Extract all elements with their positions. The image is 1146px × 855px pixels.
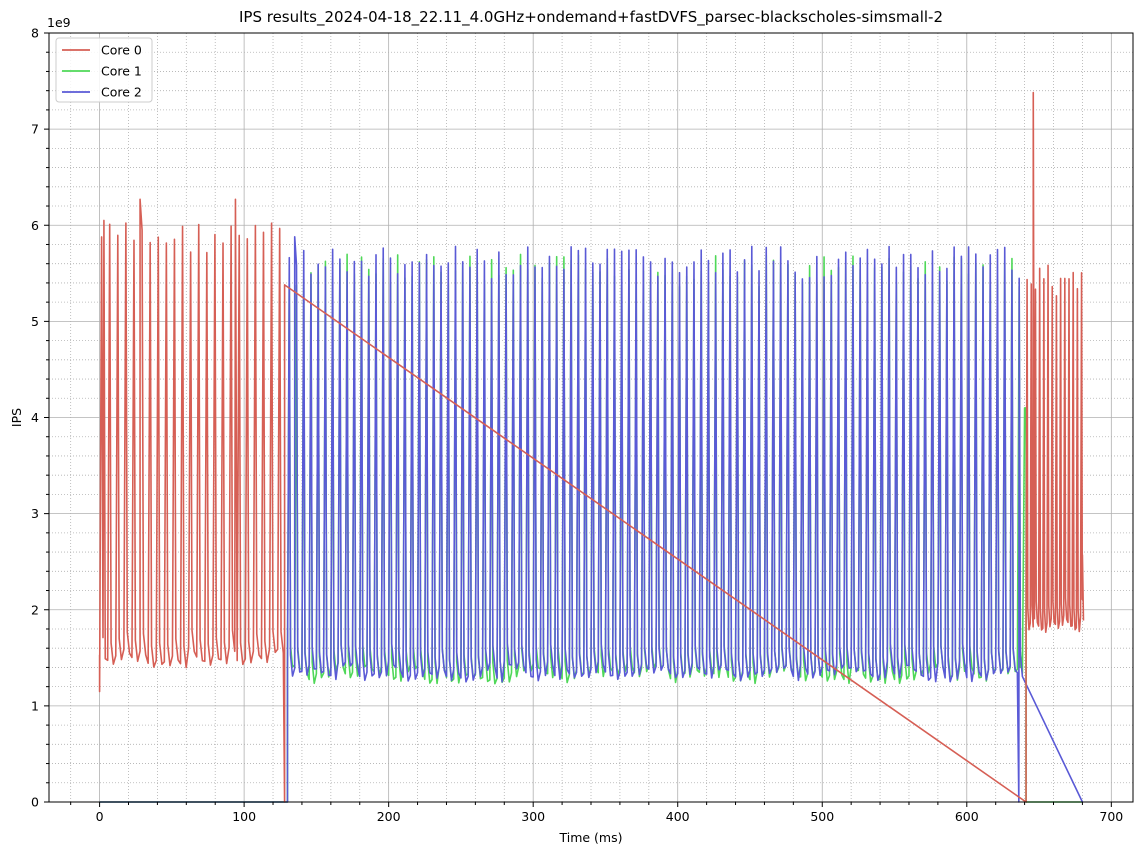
x-tick-label: 500 — [810, 809, 834, 824]
x-tick-label: 300 — [521, 809, 545, 824]
x-axis-label: Time (ms) — [558, 830, 622, 845]
x-tick-label: 700 — [1099, 809, 1123, 824]
y-axis-label: IPS — [9, 408, 24, 427]
chart-title: IPS results_2024-04-18_22.11_4.0GHz+onde… — [239, 8, 943, 27]
legend-label: Core 0 — [101, 43, 142, 58]
legend-label: Core 1 — [101, 64, 142, 79]
x-tick-label: 600 — [955, 809, 979, 824]
x-tick-label: 400 — [666, 809, 690, 824]
x-tick-label: 0 — [96, 809, 104, 824]
y-tick-label: 0 — [31, 795, 39, 810]
legend-label: Core 2 — [101, 85, 142, 100]
y-axis-ticks: 0 1 2 3 4 5 6 7 8 — [31, 26, 49, 810]
x-axis-ticks: 0 100 200 300 400 500 600 700 — [70, 802, 1123, 824]
y-tick-label: 8 — [31, 26, 39, 41]
series-line-core-1 — [99, 253, 1083, 803]
x-tick-label: 100 — [232, 809, 256, 824]
y-tick-label: 5 — [31, 314, 39, 329]
y-tick-label: 3 — [31, 506, 39, 521]
series-lines — [98, 91, 1085, 803]
y-tick-label: 1 — [31, 698, 39, 713]
y-tick-label: 6 — [31, 218, 39, 233]
y-tick-label: 4 — [31, 410, 39, 425]
series-line-core-0 — [98, 91, 1085, 803]
legend: Core 0 Core 1 Core 2 — [55, 37, 153, 103]
y-tick-label: 7 — [31, 122, 39, 137]
legend-box — [55, 37, 153, 103]
y-axis-scale-label: 1e9 — [47, 15, 71, 30]
series-line-core-2 — [99, 235, 1084, 803]
y-tick-label: 2 — [31, 602, 39, 617]
x-tick-label: 200 — [377, 809, 401, 824]
